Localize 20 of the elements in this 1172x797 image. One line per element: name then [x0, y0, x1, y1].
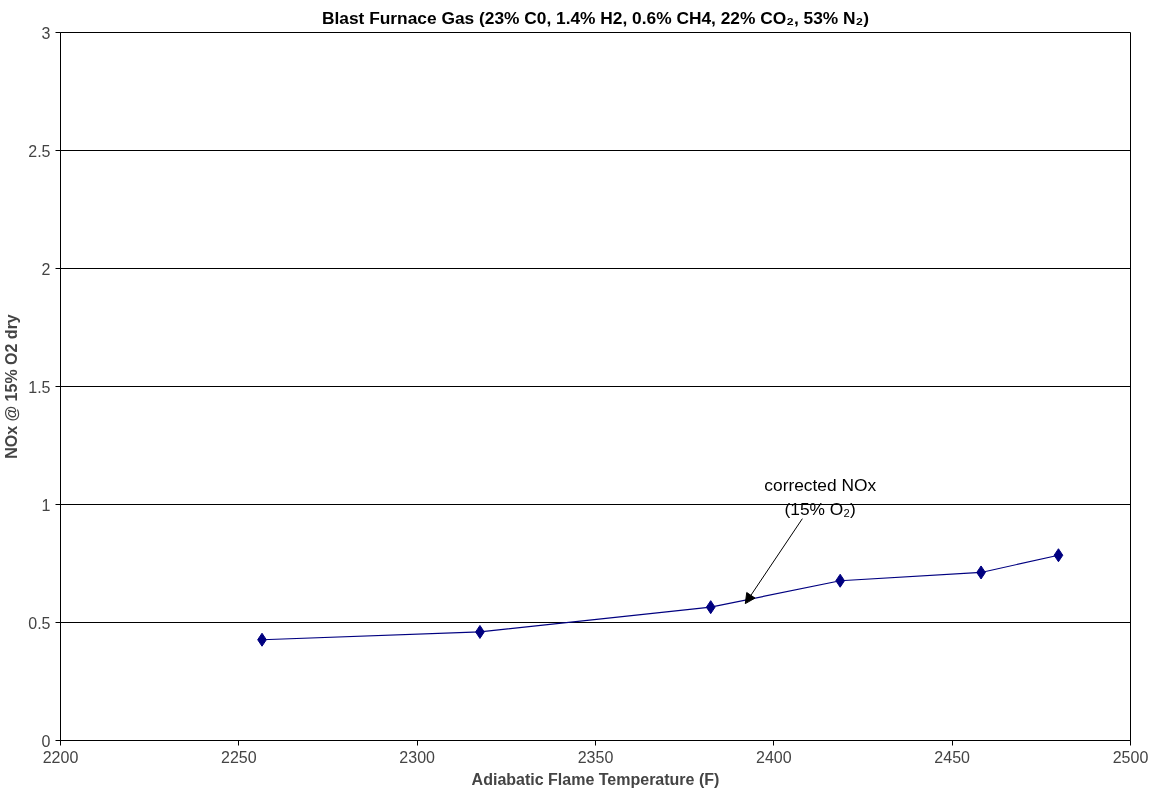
point — [835, 573, 846, 588]
y-tick-label: 0 — [41, 732, 51, 750]
y-tick-label: 0.5 — [28, 614, 51, 632]
chart-title: Blast Furnace Gas (23% C0, 1.4% H2, 0.6% CH4, 22% CO₂, 53% N₂) — [321, 7, 870, 28]
x-tick-label: 2250 — [221, 748, 257, 766]
x-tick-label: 2300 — [399, 748, 436, 766]
x-axis-title: Adiabatic Flame Temperature (F) — [471, 770, 720, 788]
y-axis-title: NOx @ 15% O2 dry — [3, 314, 21, 459]
y-tick-label: 2 — [41, 260, 51, 278]
x-tick-label: 2500 — [1112, 748, 1149, 766]
y-tick-label: 3 — [41, 24, 51, 42]
y-tick-label: 1.5 — [28, 378, 51, 396]
x-tick-label: 2200 — [42, 748, 79, 766]
y-tick-label: 2.5 — [28, 142, 51, 160]
x-tick-label: 2350 — [577, 748, 614, 766]
x-tick-label: 2400 — [756, 748, 792, 766]
y-tick-label: 1 — [41, 496, 51, 514]
point — [705, 600, 716, 615]
x-tick-label: 2450 — [934, 748, 971, 766]
point — [1053, 548, 1064, 563]
